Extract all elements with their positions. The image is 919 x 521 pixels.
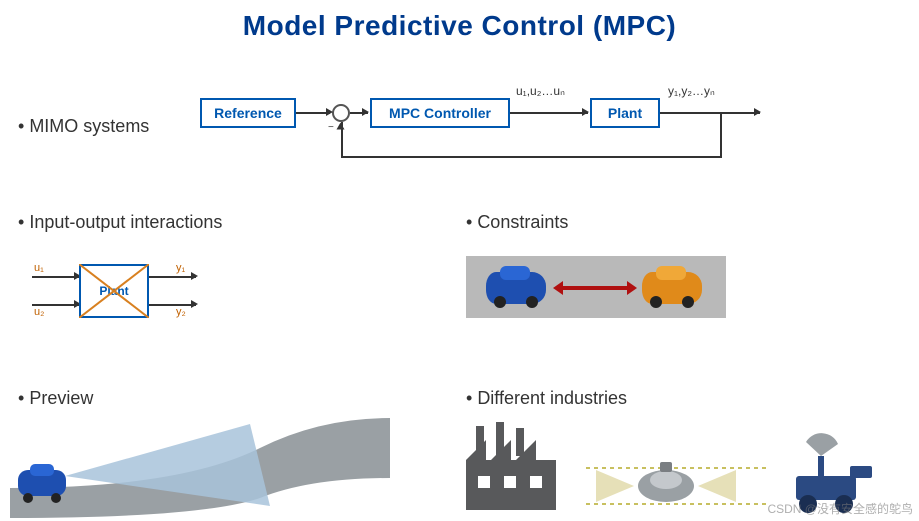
sum-node xyxy=(332,104,350,122)
io-diagram: Plant u₁ u₂ y₁ y₂ xyxy=(24,246,204,336)
constraints-graphic xyxy=(466,256,726,318)
io-signal-y1: y₁ xyxy=(176,262,185,274)
io-signal-u1: u₁ xyxy=(34,262,44,274)
autonomous-car-icon xyxy=(586,462,766,504)
signal-y: y₁,y₂…yₙ xyxy=(668,84,715,98)
car-orange-icon xyxy=(642,272,702,304)
minus-sign: − xyxy=(328,122,334,133)
distance-arrow-icon xyxy=(562,286,628,290)
io-plant-box: Plant xyxy=(79,264,149,318)
bullet-preview: Preview xyxy=(18,388,93,409)
factory-icon xyxy=(466,422,556,510)
watermark: CSDN @没有安全感的鸵鸟 xyxy=(767,500,913,517)
bullet-mimo: MIMO systems xyxy=(18,116,149,137)
bullet-io: Input-output interactions xyxy=(18,212,222,233)
box-plant: Plant xyxy=(590,98,660,128)
box-controller: MPC Controller xyxy=(370,98,510,128)
block-diagram: Reference MPC Controller Plant u₁,u₂…uₙ … xyxy=(200,78,780,168)
car-blue-icon xyxy=(486,272,546,304)
preview-graphic xyxy=(10,418,390,518)
io-signal-u2: u₂ xyxy=(34,306,44,318)
page-title: Model Predictive Control (MPC) xyxy=(0,0,919,42)
box-reference: Reference xyxy=(200,98,296,128)
io-signal-y2: y₂ xyxy=(176,306,186,318)
bullet-constraints: Constraints xyxy=(466,212,568,233)
bullet-industries: Different industries xyxy=(466,388,627,409)
signal-u: u₁,u₂…uₙ xyxy=(516,84,565,98)
